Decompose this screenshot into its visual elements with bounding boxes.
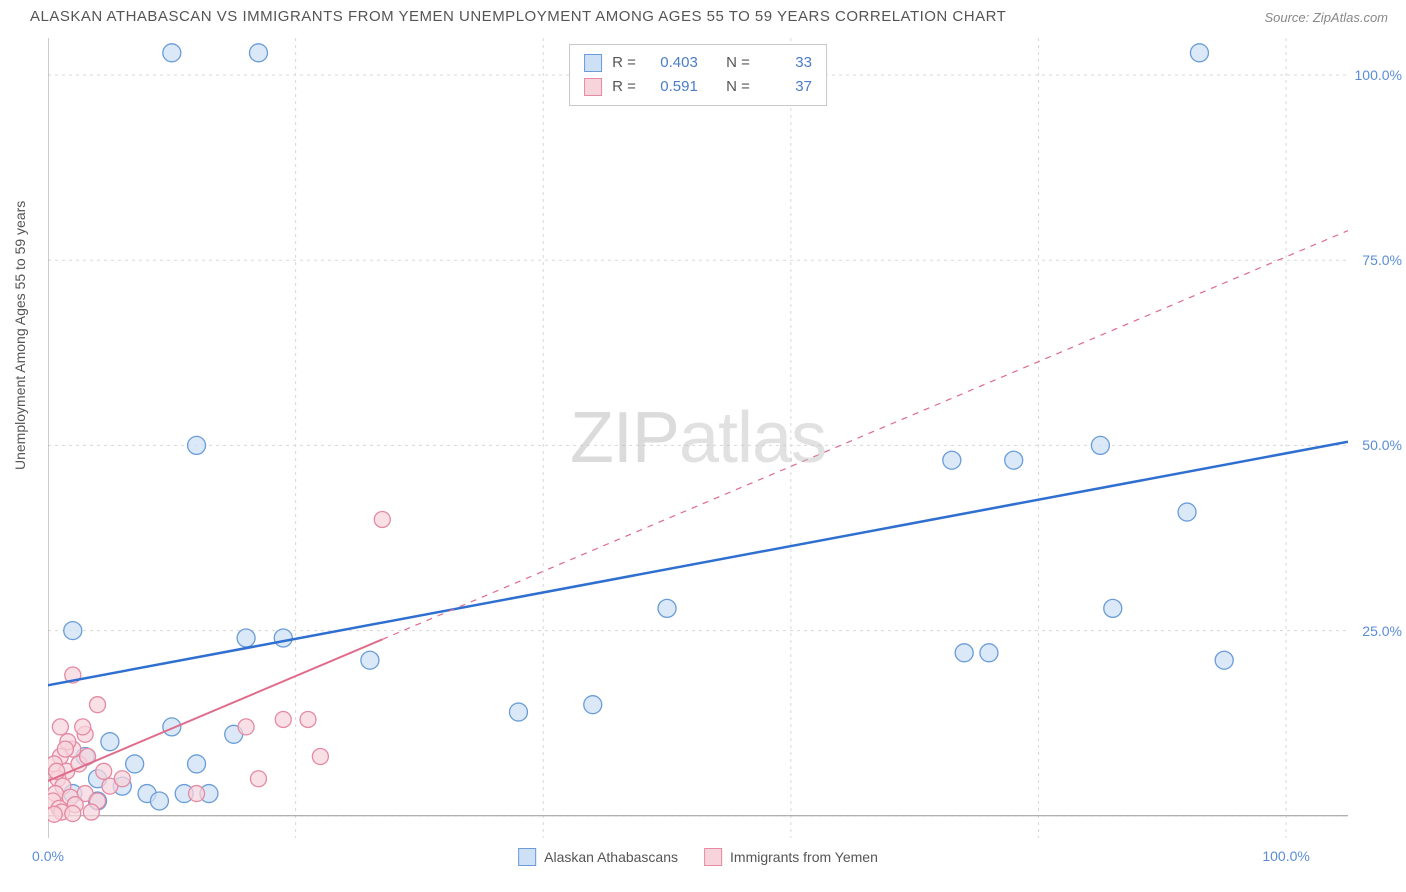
y-tick-label: 50.0% bbox=[1362, 437, 1402, 453]
source-attribution: Source: ZipAtlas.com bbox=[1264, 10, 1388, 25]
legend-swatch bbox=[704, 848, 722, 866]
stats-row: R = 0.403 N = 33 bbox=[584, 51, 812, 75]
stat-n-value: 33 bbox=[760, 51, 812, 75]
series-swatch bbox=[584, 78, 602, 96]
y-tick-label: 100.0% bbox=[1355, 67, 1402, 83]
x-tick-label: 100.0% bbox=[1262, 848, 1309, 864]
stat-n-label: N = bbox=[726, 51, 750, 75]
stat-r-value: 0.591 bbox=[646, 75, 698, 99]
y-tick-label: 25.0% bbox=[1362, 623, 1402, 639]
legend-label: Alaskan Athabascans bbox=[544, 849, 678, 865]
stat-n-label: N = bbox=[726, 75, 750, 99]
stat-r-label: R = bbox=[612, 75, 636, 99]
stat-n-value: 37 bbox=[760, 75, 812, 99]
x-tick-label: 0.0% bbox=[32, 848, 64, 864]
legend-label: Immigrants from Yemen bbox=[730, 849, 878, 865]
legend: Alaskan Athabascans Immigrants from Yemen bbox=[518, 848, 878, 866]
series-swatch bbox=[584, 54, 602, 72]
legend-swatch bbox=[518, 848, 536, 866]
stat-r-label: R = bbox=[612, 51, 636, 75]
y-tick-label: 75.0% bbox=[1362, 252, 1402, 268]
stats-row: R = 0.591 N = 37 bbox=[584, 75, 812, 99]
y-axis-label: Unemployment Among Ages 55 to 59 years bbox=[12, 201, 28, 470]
legend-item: Immigrants from Yemen bbox=[704, 848, 878, 866]
chart-title: ALASKAN ATHABASCAN VS IMMIGRANTS FROM YE… bbox=[30, 8, 1006, 25]
stat-r-value: 0.403 bbox=[646, 51, 698, 75]
legend-item: Alaskan Athabascans bbox=[518, 848, 678, 866]
chart-canvas bbox=[48, 38, 1348, 838]
scatter-plot: ZIPatlas R =0.403 N =33R =0.591 N =37 25… bbox=[48, 38, 1348, 838]
correlation-stats-box: R = 0.403 N = 33 R = 0.591 N = 37 bbox=[569, 44, 827, 106]
